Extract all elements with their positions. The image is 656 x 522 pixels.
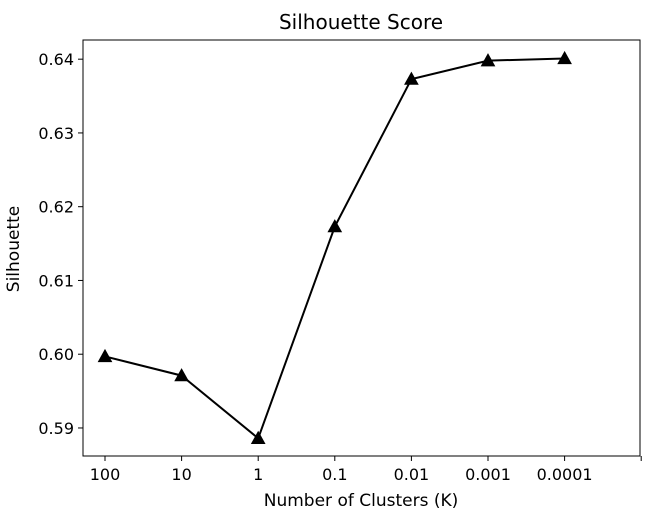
data-point-marker [174,368,189,382]
data-point-marker [97,348,113,363]
x-tick-label: 0.01 [394,465,430,484]
chart-title: Silhouette Score [279,10,443,34]
x-axis-label: Number of Clusters (K) [264,491,459,511]
plot-area [97,50,572,444]
data-point-marker [404,71,419,85]
axes-frame [82,39,641,457]
x-tick-label: 0.0001 [537,465,593,484]
x-axis: 100 10 1 0.1 0.01 0.001 0.0001 [90,456,642,484]
x-tick-label: 1 [253,465,263,484]
x-tick-label: 10 [171,465,191,484]
y-tick-label: 0.60 [38,345,74,364]
x-tick-label: 0.001 [465,465,511,484]
x-tick-label: 0.1 [322,465,347,484]
series-line [104,57,565,440]
y-tick-label: 0.61 [38,271,74,290]
data-point-marker [327,219,343,233]
y-tick-label: 0.63 [38,124,74,143]
data-point-marker [557,50,572,65]
y-axis: 0.59 0.60 0.61 0.62 0.63 0.64 [38,50,83,438]
y-tick-label: 0.59 [38,419,74,438]
data-point-marker [250,430,266,444]
data-point-marker [480,53,496,67]
y-tick-label: 0.62 [38,198,74,217]
y-axis-label: Silhouette [4,206,24,292]
y-tick-label: 0.64 [38,50,74,69]
x-tick-label: 100 [90,465,121,484]
